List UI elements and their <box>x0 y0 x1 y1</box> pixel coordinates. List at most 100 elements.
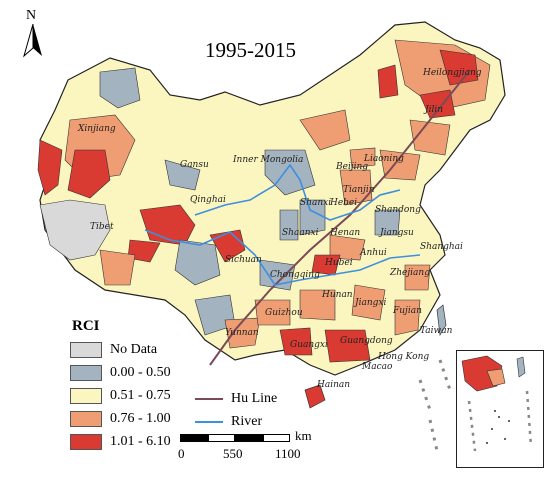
region-tibet <box>39 199 111 261</box>
region-xinjiang-south <box>67 149 111 199</box>
legend-swatch <box>70 365 102 381</box>
region-guizhou-orange <box>254 299 291 326</box>
choropleth-regions <box>37 39 491 363</box>
region-qinghai-red-2 <box>127 239 161 263</box>
place-label: Hubei <box>325 258 353 268</box>
place-label: Shanghai <box>420 242 463 252</box>
legend-swatch <box>70 388 102 404</box>
map-title: 1995-2015 <box>205 38 296 62</box>
north-arrow-icon: N <box>22 8 44 58</box>
region-heilongjiang-red <box>439 49 479 86</box>
place-label: Anhui <box>360 248 387 258</box>
place-label: Yunnan <box>225 328 259 338</box>
region-beijing-orange <box>349 147 376 169</box>
place-label: Fujian <box>393 306 422 316</box>
region-henan-orange <box>329 234 366 261</box>
hainan-island <box>304 384 326 409</box>
legend-label: 1.01 - 6.10 <box>110 434 171 449</box>
legend-label: 0.76 - 1.00 <box>110 411 171 426</box>
place-label: Jiangsu <box>380 228 414 238</box>
legend-label: 0.51 - 0.75 <box>110 388 171 403</box>
region-heilongjiang-red-2 <box>419 89 456 119</box>
region-jiangxi-orange <box>351 284 386 321</box>
place-label: Jiangxi <box>355 298 387 308</box>
region-qinghai-blue <box>174 239 221 286</box>
region-xinjiang-north <box>99 67 141 109</box>
place-label: Guangdong <box>340 336 393 346</box>
scale-tick: 550 <box>223 446 243 461</box>
legend: RCI No Data 0.00 - 0.50 0.51 - 0.75 0.76… <box>70 318 310 468</box>
place-label: Tibet <box>90 222 114 232</box>
region-zhejiang-orange <box>404 264 431 291</box>
legend-label: River <box>231 414 263 429</box>
place-label: Hong Kong <box>378 352 430 362</box>
place-label: Henan <box>330 228 361 238</box>
region-inner-mongolia-blue <box>264 149 316 196</box>
legend-class-no-data: No Data <box>70 342 157 358</box>
place-label: Hunan <box>322 290 353 300</box>
north-arrow-shape <box>23 24 42 58</box>
place-label: Chongqing <box>270 270 320 280</box>
region-xinjiang-west <box>37 139 63 196</box>
place-label: Shandong <box>375 205 421 215</box>
place-label: Guizhou <box>265 308 303 318</box>
region-liaoning-orange <box>379 149 421 181</box>
region-fujian-orange <box>394 299 421 336</box>
yangtze-river <box>144 229 421 286</box>
scale-bar-graphic <box>180 434 290 442</box>
region-shaanxi-blue <box>279 209 299 241</box>
place-label: Sichuan <box>225 255 262 265</box>
place-label: Qinghai <box>190 195 226 205</box>
place-label: Taiwan <box>420 326 453 336</box>
legend-swatch <box>70 434 102 450</box>
region-hubei-red <box>311 254 341 276</box>
inset-map <box>461 355 533 452</box>
hu-line-swatch <box>195 398 223 400</box>
place-label: Hebei <box>330 198 358 208</box>
yellow-river <box>194 163 401 221</box>
region-hunan-orange <box>299 289 336 321</box>
place-label: Shaanxi <box>282 228 319 238</box>
legend-class-1: 0.00 - 0.50 <box>70 365 171 381</box>
china-mainland <box>39 21 506 376</box>
place-label: Inner Mongolia <box>233 155 304 165</box>
place-label: Liaoning <box>364 154 404 164</box>
scale-tick: 0 <box>178 446 185 461</box>
legend-hu-line: Hu Line <box>195 391 277 407</box>
region-qinghai-red <box>139 204 196 246</box>
place-label: Zhejiang <box>390 268 430 278</box>
scale-bar: km 0 550 1100 <box>178 428 328 474</box>
place-label: Beijing <box>336 162 369 172</box>
region-guangxi-red <box>279 327 313 356</box>
legend-label: Hu Line <box>231 391 278 406</box>
place-label: Gansu <box>180 160 209 170</box>
hu-line <box>209 69 471 366</box>
place-label: Jilin <box>425 105 444 115</box>
scale-tick: 1100 <box>275 446 301 461</box>
region-gansu-blue <box>164 159 201 191</box>
legend-label: No Data <box>110 342 158 357</box>
place-label: Tianjin <box>343 185 375 195</box>
region-shanxi-blue <box>299 199 326 236</box>
legend-swatch <box>70 411 102 427</box>
place-label: Macao <box>362 362 393 372</box>
region-northeast-red <box>377 64 399 99</box>
place-label: Xinjiang <box>78 124 116 134</box>
region-west-orange <box>99 249 136 286</box>
taiwan-island <box>436 304 447 337</box>
scale-unit: km <box>295 428 312 443</box>
south-china-sea-inset <box>456 350 544 468</box>
place-label: Heilongjiang <box>423 68 482 78</box>
river-swatch <box>195 421 223 423</box>
legend-class-3: 0.76 - 1.00 <box>70 411 171 427</box>
region-guangdong-red <box>324 329 371 363</box>
legend-class-2: 0.51 - 0.75 <box>70 388 171 404</box>
legend-class-4: 1.01 - 6.10 <box>70 434 171 450</box>
region-inner-mongolia-orange <box>299 109 351 151</box>
legend-label: 0.00 - 0.50 <box>110 365 171 380</box>
north-letter: N <box>26 8 37 23</box>
legend-swatch <box>70 342 102 358</box>
place-label: Guangxi <box>290 340 328 350</box>
legend-title: RCI <box>72 318 100 334</box>
